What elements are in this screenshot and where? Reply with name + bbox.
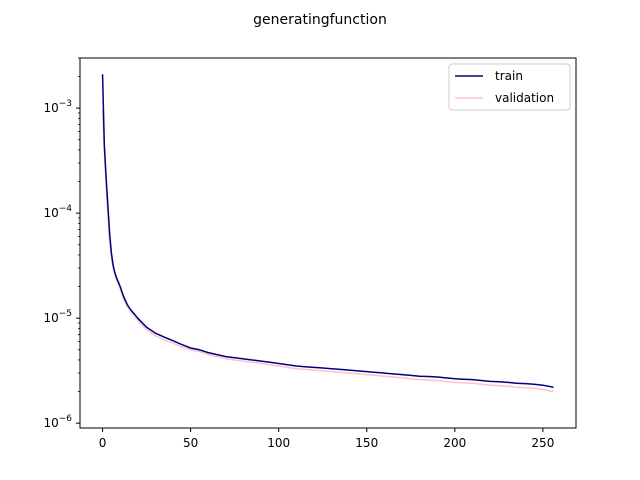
y-tick-label-3: 10−3 [43, 99, 72, 115]
series-layer [101, 74, 554, 393]
y-tick-label-1: 10−5 [43, 309, 72, 325]
x-tick-label-1: 50 [183, 436, 198, 450]
legend: train validation [448, 63, 571, 111]
y-tick-label-0: 10−6 [43, 414, 72, 430]
x-tick-label-4: 200 [443, 436, 466, 450]
legend-label-0: train [495, 69, 523, 83]
legend-label-1: validation [495, 91, 554, 105]
chart-title: generatingfunction [253, 12, 387, 28]
x-tick-label-3: 150 [355, 436, 378, 450]
series-line-1 [101, 110, 554, 393]
y-tick-label-2: 10−4 [43, 204, 72, 220]
x-tick-label-0: 0 [99, 436, 107, 450]
x-tick-label-2: 100 [267, 436, 290, 450]
series-line-0 [101, 74, 554, 388]
x-tick-label-5: 250 [531, 436, 554, 450]
plot-frame [79, 57, 577, 429]
axes-layer: 0 50 100 150 200 250 10−6 10−5 10−4 10−3 [43, 57, 554, 450]
